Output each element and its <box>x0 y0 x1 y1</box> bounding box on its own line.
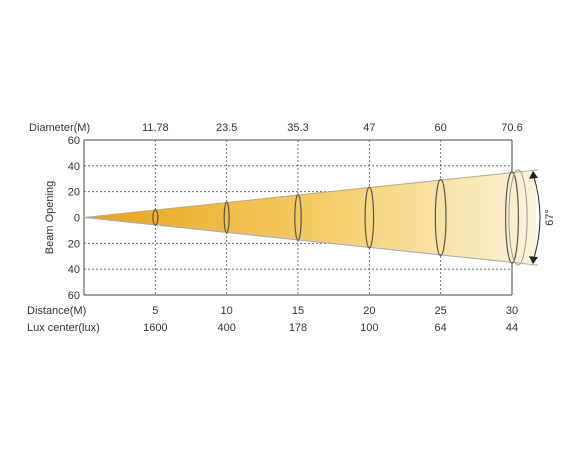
lux-center-tick-label: 400 <box>217 322 235 334</box>
lux-center-tick-label: 178 <box>289 322 307 334</box>
distance-tick-label: 15 <box>292 305 304 317</box>
diameter-tick-label: 23.5 <box>216 122 237 134</box>
diameter-tick-label: 70.6 <box>501 122 522 134</box>
lux-center-tick-label: 44 <box>506 322 518 334</box>
lux-center-tick-label: 1600 <box>143 322 167 334</box>
lux-center-tick-label: 100 <box>360 322 378 334</box>
distance-tick-labels: 5 10 15 20 25 30 <box>152 305 518 317</box>
diameter-tick-label: 11.78 <box>142 122 169 134</box>
beam-cone-fill <box>84 172 536 263</box>
diameter-tick-label: 60 <box>435 122 447 134</box>
y-tick-labels: 60 40 20 0 20 40 60 <box>68 135 80 302</box>
diameter-axis-label: Diameter(M) <box>29 122 90 134</box>
distance-axis-label: Distance(M) <box>27 305 86 317</box>
distance-tick-label: 10 <box>221 305 233 317</box>
distance-tick-label: 5 <box>152 305 158 317</box>
y-tick-label: 60 <box>68 290 80 302</box>
distance-tick-label: 20 <box>363 305 375 317</box>
beam-angle-label: 67° <box>544 209 556 226</box>
lux-center-tick-label: 64 <box>435 322 447 334</box>
diameter-tick-labels: 11.78 23.5 35.3 47 60 70.6 <box>142 122 523 134</box>
distance-tick-label: 25 <box>435 305 447 317</box>
y-tick-label: 0 <box>74 213 80 225</box>
lux-center-axis-label: Lux center(lux) <box>27 322 100 334</box>
y-tick-label: 20 <box>68 238 80 250</box>
distance-tick-label: 30 <box>506 305 518 317</box>
y-axis-label: Beam Opening <box>44 181 56 254</box>
beam-cone <box>84 170 538 265</box>
y-tick-label: 20 <box>68 187 80 199</box>
diameter-tick-label: 35.3 <box>287 122 308 134</box>
y-tick-label: 40 <box>68 264 80 276</box>
diameter-tick-label: 47 <box>363 122 375 134</box>
y-tick-label: 40 <box>68 161 80 173</box>
y-tick-label: 60 <box>68 135 80 147</box>
lux-center-tick-labels: 1600 400 178 100 64 44 <box>143 322 518 334</box>
